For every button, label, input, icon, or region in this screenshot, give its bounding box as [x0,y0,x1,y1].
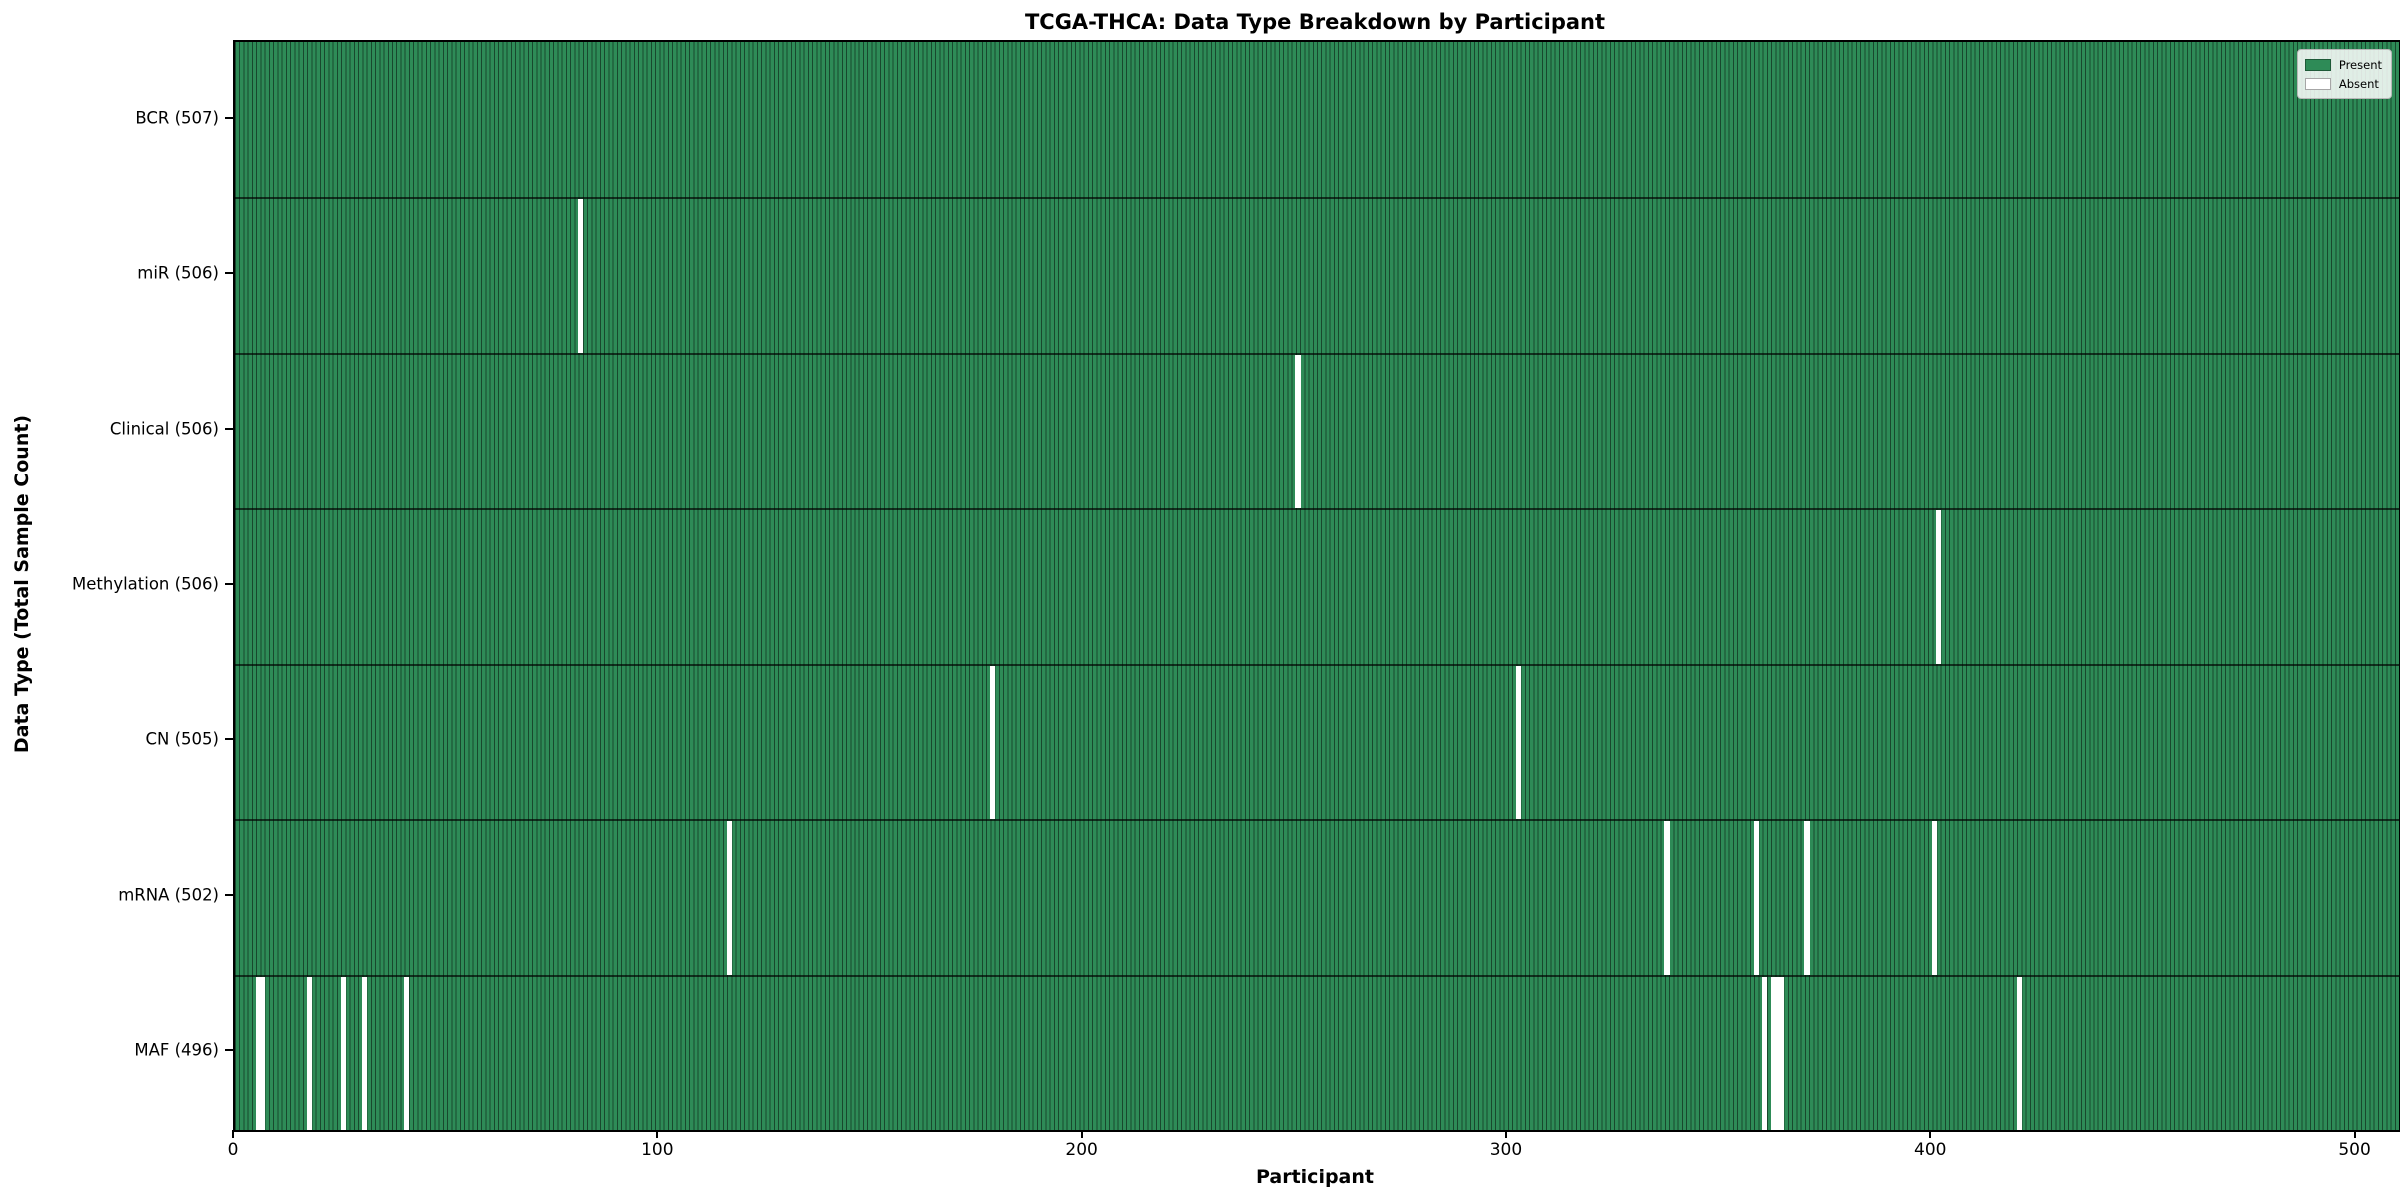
absent-gap [306,976,312,1130]
absent-gap [726,821,732,975]
absent-gap [1774,976,1780,1130]
x-axis-title: Participant [1255,1166,1374,1188]
y-tick-label-mrna: mRNA (502) [118,885,219,905]
y-tick-label-mir: miR (506) [137,263,219,283]
plot-area: Present Absent [233,40,2400,1132]
y-tick-mark [225,427,233,430]
absent-gap [578,199,584,353]
heatmap-row-mrna [235,819,2399,975]
heatmap-row-mir [235,197,2399,353]
y-tick-mark [225,583,233,585]
legend-entry-present: Present [2304,55,2382,74]
absent-gap [1762,976,1768,1130]
heatmap-row-clinical [235,352,2399,509]
y-tick-mark [225,738,233,741]
absent-gap [1779,976,1785,1130]
legend: Present Absent [2296,49,2392,99]
absent-gap [361,976,368,1130]
y-tick-label-bcr: BCR (507) [135,108,219,128]
absent-gap [255,976,261,1130]
absent-gap [340,976,346,1130]
absent-gap [2016,976,2022,1130]
y-tick-label-cn: CN (505) [145,729,219,749]
x-tick-label-500: 500 [2338,1140,2371,1160]
y-tick-mark [225,116,233,119]
x-tick-label-100: 100 [641,1140,674,1160]
absent-gap [1804,821,1810,975]
absent-gap [1515,665,1522,820]
absent-gap [989,665,995,820]
y-axis-labels: BCR (507) miR (506) Clinical (506) Methylat… [0,0,233,1200]
heatmap-row-cn [235,663,2399,820]
heatmap-row-maf [235,974,2399,1130]
absent-gap [1664,821,1670,975]
x-tick-label-300: 300 [1489,1140,1523,1160]
y-tick-mark [225,272,233,275]
absent-gap [1935,510,1942,664]
y-tick-mark [225,893,233,896]
absent-gap [1931,821,1937,975]
absent-gap [259,976,266,1130]
absent-gap [404,976,410,1130]
absent-swatch-icon [2304,77,2331,90]
present-swatch-icon [2304,58,2331,71]
chart-title: TCGA-THCA: Data Type Breakdown by Partic… [1024,10,1606,34]
y-tick-label-methylation: Methylation (506) [72,574,219,594]
y-tick-label-clinical: Clinical (506) [109,419,219,439]
x-tick-label-400: 400 [1914,1140,1947,1160]
absent-gap [1753,821,1759,975]
legend-label-present: Present [2338,57,2382,72]
absent-gap [1295,354,1301,509]
absent-gap [1770,976,1776,1130]
legend-entry-absent: Absent [2304,74,2382,93]
legend-label-absent: Absent [2338,76,2379,91]
heatmap-row-methylation [235,508,2399,664]
y-tick-label-maf: MAF (496) [134,1040,219,1060]
y-tick-mark [225,1049,233,1052]
x-tick-label-200: 200 [1065,1140,1098,1160]
heatmap-row-bcr [235,42,2399,198]
